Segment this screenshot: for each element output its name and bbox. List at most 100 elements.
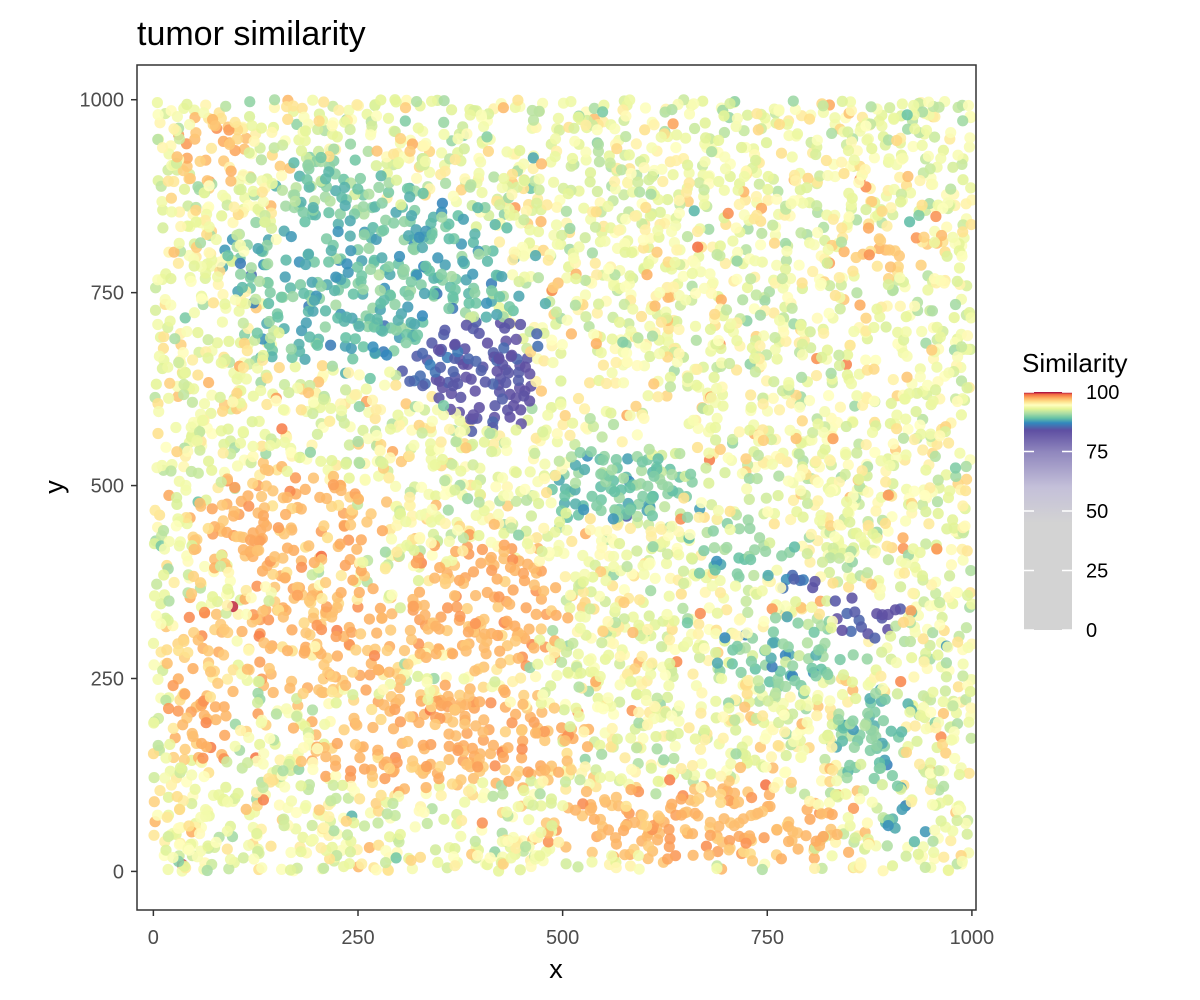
data-point (349, 154, 361, 166)
data-point (867, 528, 879, 540)
data-point (349, 738, 361, 751)
data-point (472, 850, 484, 862)
data-point (931, 438, 943, 450)
data-point (772, 490, 784, 502)
data-point (914, 363, 926, 375)
data-point (792, 617, 804, 629)
data-point (223, 335, 235, 347)
data-point (496, 182, 508, 194)
data-point (302, 159, 314, 171)
data-point (339, 559, 351, 572)
data-point (264, 732, 276, 745)
data-point (851, 287, 863, 299)
data-point (398, 645, 411, 657)
data-point (894, 272, 906, 284)
data-point (849, 832, 861, 844)
data-point (151, 578, 163, 590)
data-point (914, 175, 926, 187)
data-point (957, 554, 969, 566)
data-point (876, 646, 888, 658)
data-point (882, 554, 895, 566)
data-point (940, 469, 952, 481)
data-point (667, 169, 679, 181)
data-point (940, 747, 952, 759)
data-point (184, 172, 196, 185)
data-point (746, 792, 758, 804)
data-point (726, 658, 738, 670)
data-point (364, 669, 376, 681)
data-point (231, 635, 243, 647)
data-point (158, 569, 170, 581)
data-point (164, 377, 176, 389)
data-point (161, 811, 173, 823)
data-point (952, 681, 965, 693)
data-point (784, 424, 796, 436)
data-point (198, 771, 210, 783)
data-point (173, 540, 185, 552)
data-point (659, 106, 671, 118)
data-point (842, 506, 854, 518)
data-point (885, 725, 897, 737)
data-point (518, 158, 530, 170)
data-point (467, 236, 479, 248)
data-point (638, 162, 650, 174)
data-point (909, 300, 921, 312)
data-point (259, 463, 271, 475)
data-point (498, 342, 510, 354)
data-point (705, 768, 717, 780)
data-point (452, 133, 464, 145)
data-point (758, 330, 770, 342)
data-point (394, 716, 406, 728)
data-point (406, 634, 418, 646)
data-point (621, 549, 633, 561)
data-point (574, 447, 586, 459)
data-point (330, 697, 342, 709)
data-point (517, 567, 530, 580)
data-point (443, 728, 455, 740)
data-point (797, 197, 809, 209)
data-point (373, 181, 385, 193)
data-point (470, 590, 482, 602)
data-point (752, 807, 764, 819)
data-point (857, 399, 869, 411)
data-point (518, 784, 530, 797)
data-point (805, 601, 818, 614)
data-point (594, 772, 606, 784)
data-point (673, 347, 685, 360)
data-point (206, 389, 218, 401)
data-point (827, 433, 839, 445)
data-point (649, 572, 661, 585)
data-point (389, 298, 401, 311)
data-point (383, 666, 395, 678)
data-point (816, 351, 828, 363)
data-point (262, 277, 274, 289)
data-point (535, 697, 547, 709)
data-point (678, 492, 690, 504)
data-point (257, 794, 269, 806)
data-point (171, 791, 183, 803)
data-point (299, 483, 311, 495)
data-point (965, 219, 976, 231)
data-point (218, 438, 230, 450)
data-point (642, 480, 654, 492)
data-point (851, 145, 863, 157)
data-point (938, 277, 950, 289)
data-point (964, 132, 976, 144)
data-point (756, 863, 768, 876)
data-point (560, 858, 572, 870)
data-point (743, 674, 755, 687)
data-point (413, 231, 425, 243)
data-point (321, 532, 334, 544)
data-point (618, 613, 630, 625)
data-point (393, 250, 406, 263)
data-point (664, 371, 677, 383)
data-point (370, 404, 382, 416)
data-point (915, 259, 927, 271)
data-point (860, 354, 872, 366)
data-point (949, 298, 962, 311)
data-point (151, 97, 163, 109)
data-point (930, 722, 942, 734)
data-point (843, 211, 855, 223)
data-point (455, 184, 467, 196)
data-point (578, 202, 590, 214)
